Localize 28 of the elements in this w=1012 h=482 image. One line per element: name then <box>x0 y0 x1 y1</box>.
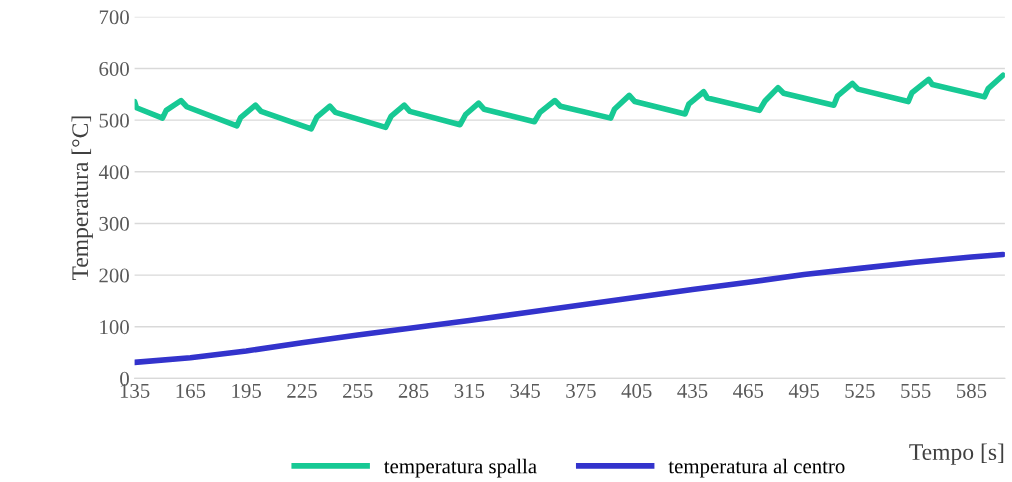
x-tick-label: 315 <box>454 383 485 398</box>
x-tick-label: 465 <box>733 383 764 398</box>
x-tick-label: 555 <box>901 384 931 398</box>
y-tick-label: 100 <box>100 320 129 335</box>
x-tick-label: 495 <box>788 383 819 398</box>
x-tick-label: 405 <box>621 383 652 398</box>
y-tick-label: 700 <box>99 10 129 25</box>
legend-label: temperatura al centro <box>668 458 845 478</box>
x-axis-title: Tempo [s] <box>909 443 1004 465</box>
y-tick-label: 600 <box>99 61 129 76</box>
x-tick-label: 255 <box>343 383 373 398</box>
y-tick-label: 0 <box>120 371 129 386</box>
x-tick-label: 345 <box>510 383 540 398</box>
y-tick-label: 400 <box>98 165 129 180</box>
y-tick-label: 500 <box>99 113 129 128</box>
x-tick-label: 285 <box>398 383 429 398</box>
x-tick-label: 195 <box>232 383 261 398</box>
x-tick-label: 165 <box>176 383 206 398</box>
y-tick-label: 300 <box>99 216 129 231</box>
x-tick-label: 375 <box>566 383 596 398</box>
y-axis-title: Temperatura [°C] <box>71 116 93 281</box>
x-tick-label: 225 <box>287 383 317 398</box>
x-tick-label: 525 <box>845 383 875 398</box>
legend-label: temperatura spalla <box>383 458 537 478</box>
y-tick-label: 200 <box>99 268 129 283</box>
x-tick-label: 435 <box>677 383 708 398</box>
x-tick-label: 135 <box>120 383 150 398</box>
x-tick-label: 585 <box>957 383 987 398</box>
